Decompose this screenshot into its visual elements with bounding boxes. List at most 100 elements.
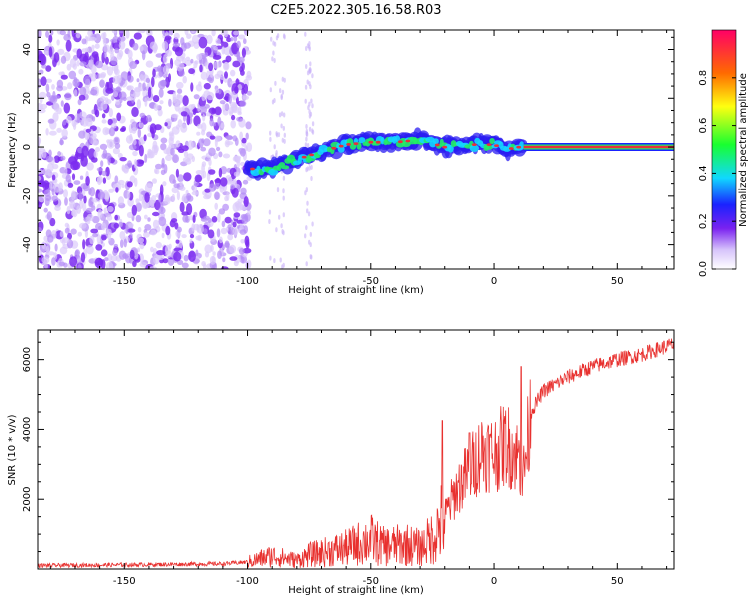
noise-speckle bbox=[304, 142, 308, 148]
noise-speckle bbox=[76, 205, 82, 214]
noise-speckle bbox=[101, 64, 109, 71]
noise-speckle bbox=[79, 111, 87, 119]
track-core bbox=[398, 140, 403, 144]
noise-speckle bbox=[219, 100, 226, 105]
noise-speckle bbox=[138, 159, 145, 165]
noise-speckle bbox=[160, 202, 164, 213]
noise-speckle bbox=[168, 98, 172, 107]
noise-speckle bbox=[223, 45, 232, 56]
noise-speckle bbox=[152, 219, 160, 229]
noise-speckle bbox=[204, 188, 211, 193]
track-core bbox=[442, 145, 448, 149]
noise-speckle bbox=[168, 73, 171, 83]
track-core bbox=[338, 144, 344, 148]
noise-speckle bbox=[99, 143, 108, 150]
track-core bbox=[368, 140, 374, 144]
snr-x-tick-label: 0 bbox=[491, 576, 497, 587]
noise-speckle bbox=[224, 71, 228, 79]
noise-speckle bbox=[193, 115, 201, 127]
noise-speckle bbox=[79, 53, 88, 63]
noise-speckle bbox=[220, 227, 228, 235]
noise-speckle bbox=[104, 257, 109, 262]
noise-speckle bbox=[59, 246, 68, 255]
noise-speckle bbox=[100, 101, 108, 111]
noise-speckle bbox=[281, 89, 285, 95]
noise-speckle bbox=[230, 184, 235, 190]
noise-speckle bbox=[205, 112, 212, 117]
noise-speckle bbox=[204, 244, 212, 254]
noise-speckle bbox=[114, 142, 121, 149]
snr-x-ticks: -150 -100 -50 0 50 bbox=[49, 330, 668, 587]
snr-y-tick-label: 4000 bbox=[22, 417, 33, 442]
snr-frame bbox=[37, 329, 675, 570]
spectrogram-x-ticks: -150 -100 -50 0 50 bbox=[49, 30, 668, 287]
noise-speckle bbox=[227, 229, 233, 235]
noise-speckle bbox=[82, 239, 86, 250]
track-core bbox=[405, 139, 411, 143]
noise-speckle bbox=[158, 88, 164, 98]
snr-y-ticks: 2000 4000 6000 bbox=[22, 341, 674, 570]
noise-speckle bbox=[126, 181, 133, 188]
noise-speckle bbox=[308, 239, 311, 245]
noise-speckle bbox=[45, 245, 50, 256]
noise-speckle bbox=[161, 232, 165, 239]
noise-speckle bbox=[85, 216, 92, 222]
noise-speckle bbox=[237, 198, 243, 204]
noise-speckle bbox=[83, 195, 87, 204]
noise-speckle bbox=[161, 157, 165, 168]
noise-speckle bbox=[161, 79, 167, 87]
noise-speckle bbox=[311, 121, 315, 127]
snr-y-tick-label: 6000 bbox=[22, 347, 33, 372]
noise-speckle bbox=[132, 139, 137, 146]
noise-speckle bbox=[234, 254, 241, 264]
noise-speckle bbox=[274, 80, 277, 86]
noise-speckle bbox=[277, 132, 281, 138]
noise-speckle bbox=[158, 216, 167, 227]
noise-speckle bbox=[135, 198, 140, 204]
noise-speckle bbox=[189, 239, 193, 244]
noise-speckle bbox=[224, 240, 230, 249]
noise-speckle bbox=[100, 160, 104, 168]
noise-speckle bbox=[241, 47, 246, 58]
noise-speckle bbox=[74, 250, 79, 260]
noise-speckle bbox=[273, 258, 276, 264]
noise-speckle bbox=[48, 46, 53, 58]
noise-speckle bbox=[127, 75, 134, 83]
noise-speckle bbox=[98, 73, 103, 79]
noise-speckle bbox=[186, 114, 191, 126]
noise-speckle bbox=[276, 33, 280, 39]
noise-speckle bbox=[155, 163, 162, 170]
track-blob bbox=[447, 144, 454, 153]
noise-speckle bbox=[143, 134, 147, 142]
noise-speckle bbox=[161, 41, 169, 51]
noise-speckle bbox=[238, 247, 245, 255]
noise-speckle bbox=[118, 40, 126, 50]
noise-speckle bbox=[233, 30, 240, 36]
noise-speckle bbox=[173, 32, 180, 40]
noise-speckle bbox=[123, 238, 128, 248]
noise-speckle bbox=[149, 197, 153, 206]
noise-speckle bbox=[133, 159, 138, 169]
noise-speckle bbox=[191, 30, 195, 34]
noise-speckle bbox=[208, 169, 216, 175]
noise-speckle bbox=[185, 56, 191, 62]
noise-speckle bbox=[209, 255, 216, 265]
noise-speckle bbox=[186, 33, 192, 39]
noise-speckle bbox=[224, 103, 230, 111]
noise-speckle bbox=[200, 146, 207, 152]
track-blob bbox=[353, 138, 359, 144]
noise-speckle bbox=[305, 225, 308, 231]
noise-speckle bbox=[154, 199, 161, 211]
noise-speckle bbox=[283, 112, 286, 118]
noise-speckle bbox=[128, 144, 137, 151]
noise-speckle bbox=[239, 131, 244, 141]
noise-speckle bbox=[229, 256, 238, 261]
noise-speckle bbox=[132, 260, 137, 268]
noise-speckle bbox=[111, 95, 115, 101]
noise-speckle bbox=[232, 60, 241, 68]
noise-speckle bbox=[38, 250, 43, 256]
noise-speckle bbox=[91, 156, 98, 163]
noise-speckle bbox=[94, 257, 104, 269]
track-core bbox=[516, 145, 522, 149]
